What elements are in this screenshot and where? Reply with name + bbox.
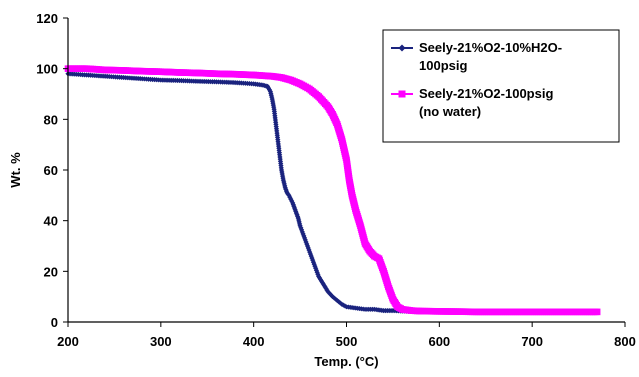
series-1-point <box>331 295 337 301</box>
series-1-point <box>311 261 317 267</box>
series-1-point <box>301 233 307 239</box>
series-1-point <box>300 231 306 237</box>
x-tick-label: 200 <box>57 334 79 349</box>
x-axis-title: Temp. (°C) <box>314 354 378 369</box>
series-1-point <box>287 194 293 200</box>
series-1-point <box>307 251 314 257</box>
x-tick-label: 300 <box>150 334 172 349</box>
y-tick-label: 0 <box>51 315 58 330</box>
legend-marker-1 <box>398 44 406 52</box>
y-tick-label: 20 <box>44 264 58 279</box>
legend-marker-2 <box>398 90 406 98</box>
y-tick-label: 100 <box>36 62 58 77</box>
series-1-point <box>298 225 304 231</box>
series-1-point <box>265 85 272 91</box>
y-axis-title: Wt. % <box>8 152 23 188</box>
series-1-point <box>310 259 317 265</box>
legend: Seely-21%O2-10%H2O- 100psig Seely-21%O2-10… <box>382 29 620 143</box>
series-1-point <box>315 271 321 277</box>
legend-label-2: (no water) <box>419 104 481 119</box>
legend-label-2: Seely-21%O2-100psig <box>419 86 553 101</box>
x-tick-label: 700 <box>521 334 543 349</box>
y-tick-label: 80 <box>44 112 58 127</box>
series-1-point <box>306 247 312 253</box>
legend-label-1: Seely-21%O2-10%H2O- <box>419 40 562 55</box>
legend-label-1: 100psig <box>419 58 467 73</box>
plot-area <box>64 65 601 316</box>
series-1-point <box>301 235 308 241</box>
x-tick-label: 800 <box>614 334 636 349</box>
x-tick-label: 600 <box>428 334 450 349</box>
series-1-point <box>266 87 273 93</box>
series-1-point <box>329 294 336 300</box>
legend-box <box>382 29 620 143</box>
series-1-point <box>333 296 339 302</box>
y-tick-label: 40 <box>44 214 58 229</box>
series-2 <box>64 65 601 316</box>
x-tick-label: 400 <box>243 334 265 349</box>
series-1-point <box>288 196 294 202</box>
y-tick-label: 120 <box>36 11 58 26</box>
series-2-point <box>593 308 601 316</box>
y-tick-label: 60 <box>44 163 58 178</box>
axes: 0 20 40 60 80 100 120 200 300 400 500 600 700 800 Temp… <box>8 11 636 369</box>
series-1-point <box>307 249 313 255</box>
series-1-point <box>305 245 311 251</box>
x-tick-label: 500 <box>336 334 358 349</box>
series-1-point <box>286 192 292 198</box>
